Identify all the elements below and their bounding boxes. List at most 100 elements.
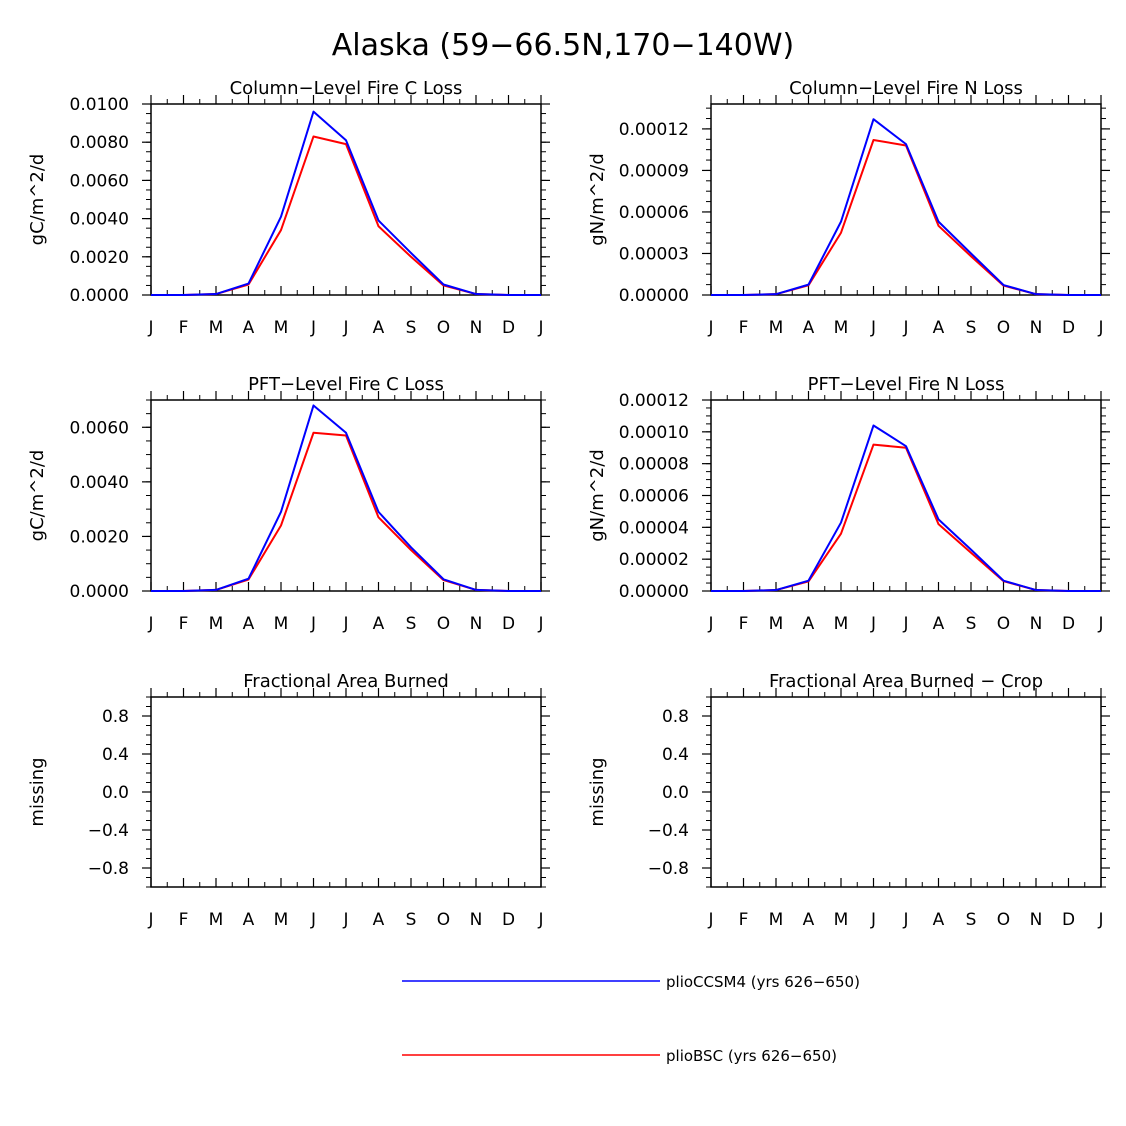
x-tick-label: M xyxy=(274,614,289,634)
x-tick-label: F xyxy=(179,910,189,930)
x-tick-label: J xyxy=(342,614,348,634)
y-tick-label: 0.0040 xyxy=(70,210,129,230)
series-line-1 xyxy=(151,404,541,592)
x-tick-label: A xyxy=(243,910,255,930)
x-tick-label: J xyxy=(707,910,713,930)
figure-title: Alaska (59−66.5N,170−140W) xyxy=(332,28,794,63)
x-tick-label: F xyxy=(179,614,189,634)
x-tick-label: J xyxy=(537,318,543,338)
y-tick-label: 0.0080 xyxy=(70,133,129,153)
x-tick-label: J xyxy=(1097,318,1103,338)
x-tick-label: N xyxy=(1030,910,1043,930)
x-tick-label: M xyxy=(769,910,784,930)
x-tick-label: A xyxy=(243,614,255,634)
x-tick-label: J xyxy=(707,318,713,338)
x-tick-label: J xyxy=(870,614,876,634)
x-tick-label: J xyxy=(902,318,908,338)
x-tick-label: O xyxy=(997,318,1010,338)
x-tick-label: A xyxy=(803,614,815,634)
y-tick-label: 0.00002 xyxy=(619,550,689,570)
chart-title: Fractional Area Burned − Crop xyxy=(769,671,1043,692)
y-tick-label: 0.00012 xyxy=(619,120,689,140)
chart-title: PFT−Level Fire C Loss xyxy=(248,374,444,395)
x-tick-label: J xyxy=(1097,910,1103,930)
x-tick-label: A xyxy=(803,318,815,338)
x-tick-label: A xyxy=(933,910,945,930)
x-tick-label: M xyxy=(209,318,224,338)
x-tick-label: M xyxy=(834,318,849,338)
y-tick-label: 0.8 xyxy=(662,707,689,727)
x-tick-label: A xyxy=(933,318,945,338)
y-axis-label: gC/m^2/d xyxy=(27,450,48,542)
x-tick-label: S xyxy=(966,318,977,338)
x-tick-label: J xyxy=(537,614,543,634)
x-tick-label: J xyxy=(1097,614,1103,634)
y-tick-label: 0.0060 xyxy=(70,418,129,438)
y-axis-label: missing xyxy=(587,757,608,826)
x-tick-label: J xyxy=(310,318,316,338)
x-tick-label: J xyxy=(147,910,153,930)
x-tick-label: J xyxy=(537,910,543,930)
x-tick-label: A xyxy=(373,910,385,930)
y-tick-label: 0.00010 xyxy=(619,423,689,443)
x-tick-label: J xyxy=(902,614,908,634)
y-tick-label: 0.0000 xyxy=(70,286,129,306)
x-tick-label: J xyxy=(310,910,316,930)
x-tick-label: J xyxy=(147,614,153,634)
x-tick-label: M xyxy=(274,318,289,338)
x-tick-label: S xyxy=(406,910,417,930)
y-tick-label: 0.0100 xyxy=(70,95,129,115)
x-tick-label: M xyxy=(769,614,784,634)
y-tick-label: 0.0020 xyxy=(70,527,129,547)
x-tick-label: F xyxy=(739,910,749,930)
x-tick-label: N xyxy=(470,318,483,338)
x-tick-label: D xyxy=(502,614,515,634)
legend: plioCCSM4 (yrs 626−650) plioBSC (yrs 626−… xyxy=(402,973,860,1065)
y-tick-label: 0.00006 xyxy=(619,203,689,223)
x-tick-label: D xyxy=(1062,614,1075,634)
series-line-1 xyxy=(711,424,1101,592)
x-tick-label: J xyxy=(902,910,908,930)
x-tick-label: O xyxy=(997,910,1010,930)
x-tick-label: A xyxy=(373,318,385,338)
y-tick-label: 0.0 xyxy=(102,783,129,803)
x-tick-label: D xyxy=(1062,318,1075,338)
chart-title: Fractional Area Burned xyxy=(243,671,449,692)
x-tick-label: N xyxy=(470,614,483,634)
y-tick-label: 0.00000 xyxy=(619,286,689,306)
y-axis-label: gN/m^2/d xyxy=(587,449,608,542)
legend-label-2: plioBSC (yrs 626−650) xyxy=(666,1047,837,1065)
x-tick-label: O xyxy=(437,318,450,338)
y-tick-label: 0.0000 xyxy=(70,582,129,602)
x-tick-label: M xyxy=(769,318,784,338)
x-tick-label: O xyxy=(437,910,450,930)
y-tick-label: 0.4 xyxy=(662,745,689,765)
y-tick-label: 0.00003 xyxy=(619,244,689,264)
y-axis-label: gC/m^2/d xyxy=(27,154,48,246)
x-tick-label: S xyxy=(406,318,417,338)
x-tick-label: D xyxy=(502,910,515,930)
x-tick-label: J xyxy=(310,614,316,634)
y-tick-label: 0.00012 xyxy=(619,391,689,411)
x-tick-label: F xyxy=(179,318,189,338)
x-tick-label: M xyxy=(274,910,289,930)
x-tick-label: M xyxy=(834,910,849,930)
chart-title: PFT−Level Fire N Loss xyxy=(808,374,1005,395)
y-tick-label: 0.4 xyxy=(102,745,129,765)
x-tick-label: J xyxy=(707,614,713,634)
x-tick-label: N xyxy=(470,910,483,930)
series-line-1 xyxy=(151,110,541,296)
y-axis-label: gN/m^2/d xyxy=(587,153,608,246)
x-tick-label: J xyxy=(870,318,876,338)
x-tick-label: M xyxy=(209,910,224,930)
x-tick-label: S xyxy=(966,614,977,634)
x-tick-label: M xyxy=(834,614,849,634)
x-tick-label: F xyxy=(739,614,749,634)
